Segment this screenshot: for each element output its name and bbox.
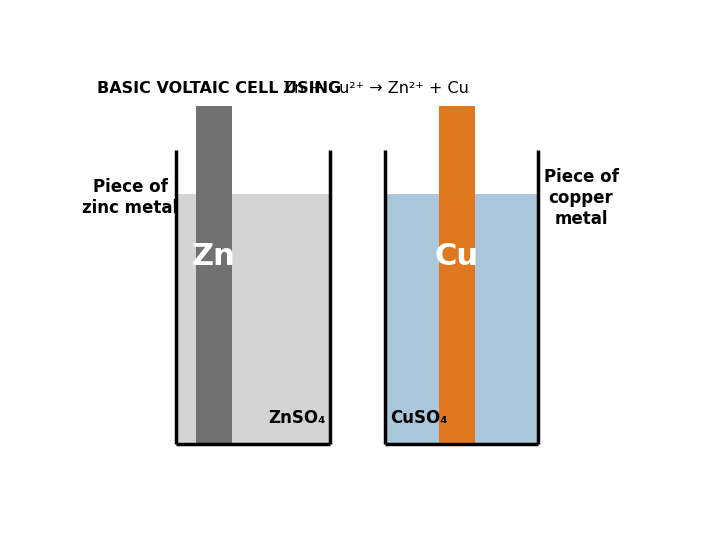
Text: Zn + Cu²⁺ → Zn²⁺ + Cu: Zn + Cu²⁺ → Zn²⁺ + Cu — [282, 80, 469, 96]
Text: CuSO₄: CuSO₄ — [390, 409, 448, 427]
Text: Cu: Cu — [435, 241, 479, 271]
Text: ZnSO₄: ZnSO₄ — [269, 409, 326, 427]
Text: BASIC VOLTAIC CELL USING: BASIC VOLTAIC CELL USING — [97, 80, 347, 96]
Bar — [438, 106, 475, 444]
Bar — [196, 106, 233, 444]
Bar — [384, 194, 538, 444]
Text: Piece of
zinc metal: Piece of zinc metal — [82, 178, 179, 217]
Text: Zn: Zn — [192, 241, 235, 271]
Text: Piece of
copper
metal: Piece of copper metal — [544, 168, 618, 228]
Bar — [176, 194, 330, 444]
